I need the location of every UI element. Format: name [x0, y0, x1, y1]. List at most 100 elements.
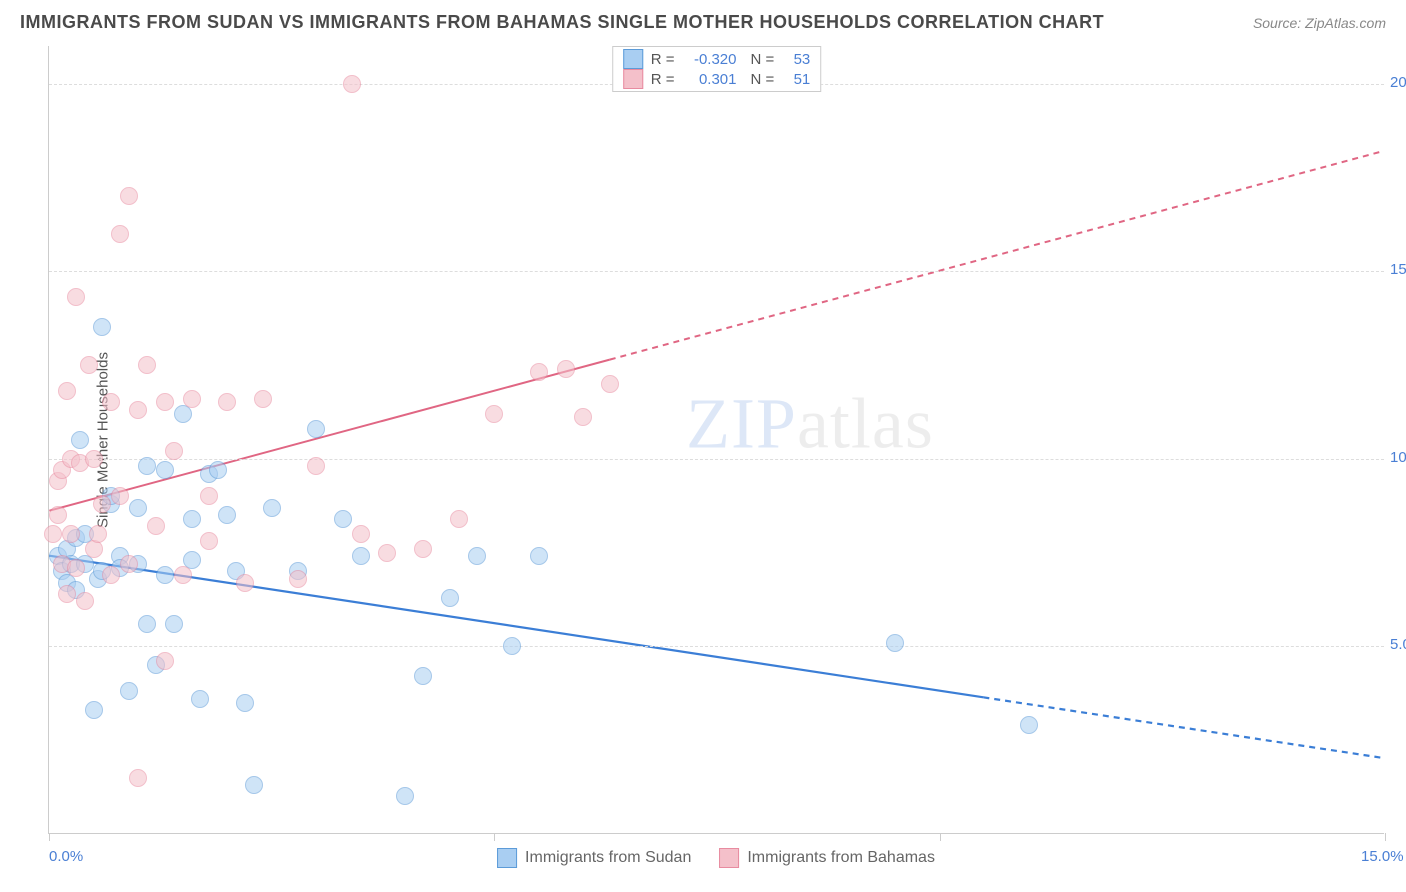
data-point — [200, 487, 218, 505]
data-point — [200, 532, 218, 550]
swatch — [497, 848, 517, 868]
xtick — [49, 833, 50, 841]
watermark: ZIPatlas — [686, 382, 934, 465]
data-point — [503, 637, 521, 655]
ytick-label: 5.0% — [1390, 636, 1406, 653]
gridline — [49, 459, 1384, 460]
data-point — [352, 547, 370, 565]
data-point — [93, 318, 111, 336]
data-point — [129, 499, 147, 517]
swatch — [719, 848, 739, 868]
data-point — [138, 356, 156, 374]
data-point — [183, 510, 201, 528]
chart-container: Single Mother Households ZIPatlas R = -0… — [48, 46, 1384, 834]
data-point — [307, 457, 325, 475]
data-point — [183, 390, 201, 408]
data-point — [62, 525, 80, 543]
data-point — [530, 547, 548, 565]
data-point — [49, 506, 67, 524]
data-point — [120, 682, 138, 700]
data-point — [120, 187, 138, 205]
n-label: N = — [751, 51, 775, 68]
data-point — [156, 566, 174, 584]
data-point — [67, 288, 85, 306]
ytick-label: 10.0% — [1390, 449, 1406, 466]
ytick-label: 20.0% — [1390, 74, 1406, 91]
data-point — [76, 592, 94, 610]
data-point — [93, 495, 111, 513]
gridline — [49, 271, 1384, 272]
data-point — [1020, 716, 1038, 734]
data-point — [343, 75, 361, 93]
data-point — [165, 615, 183, 633]
n-value: 51 — [782, 71, 810, 88]
data-point — [352, 525, 370, 543]
swatch — [623, 69, 643, 89]
r-value: 0.301 — [683, 71, 737, 88]
data-point — [396, 787, 414, 805]
r-label: R = — [651, 51, 675, 68]
data-point — [89, 525, 107, 543]
data-point — [85, 701, 103, 719]
data-point — [80, 356, 98, 374]
data-point — [886, 634, 904, 652]
data-point — [574, 408, 592, 426]
data-point — [441, 589, 459, 607]
data-point — [289, 570, 307, 588]
data-point — [414, 667, 432, 685]
legend-label: Immigrants from Bahamas — [747, 849, 935, 867]
n-label: N = — [751, 71, 775, 88]
data-point — [209, 461, 227, 479]
data-point — [58, 585, 76, 603]
data-point — [102, 393, 120, 411]
legend-item: Immigrants from Sudan — [497, 848, 691, 868]
correlation-legend: R = -0.320 N = 53 R = 0.301 N = 51 — [612, 46, 822, 92]
data-point — [67, 559, 85, 577]
swatch — [623, 49, 643, 69]
data-point — [138, 615, 156, 633]
data-point — [414, 540, 432, 558]
data-point — [378, 544, 396, 562]
correlation-row: R = 0.301 N = 51 — [623, 69, 811, 89]
gridline — [49, 646, 1384, 647]
data-point — [254, 390, 272, 408]
data-point — [58, 382, 76, 400]
data-point — [111, 225, 129, 243]
xtick — [494, 833, 495, 841]
data-point — [218, 393, 236, 411]
data-point — [174, 566, 192, 584]
data-point — [165, 442, 183, 460]
data-point — [334, 510, 352, 528]
data-point — [191, 690, 209, 708]
trend-lines-svg — [49, 46, 1384, 833]
r-value: -0.320 — [683, 51, 737, 68]
n-value: 53 — [782, 51, 810, 68]
data-point — [557, 360, 575, 378]
legend-label: Immigrants from Sudan — [525, 849, 691, 867]
data-point — [307, 420, 325, 438]
data-point — [263, 499, 281, 517]
data-point — [450, 510, 468, 528]
data-point — [245, 776, 263, 794]
data-point — [129, 401, 147, 419]
plot-area: Single Mother Households ZIPatlas R = -0… — [48, 46, 1384, 834]
source-label: Source: ZipAtlas.com — [1253, 15, 1386, 31]
data-point — [71, 431, 89, 449]
data-point — [138, 457, 156, 475]
data-point — [601, 375, 619, 393]
data-point — [120, 555, 138, 573]
data-point — [111, 487, 129, 505]
data-point — [147, 517, 165, 535]
data-point — [530, 363, 548, 381]
xtick-label: 0.0% — [49, 848, 83, 865]
series-legend: Immigrants from Sudan Immigrants from Ba… — [497, 848, 935, 868]
data-point — [102, 566, 120, 584]
data-point — [236, 694, 254, 712]
ytick-label: 15.0% — [1390, 261, 1406, 278]
data-point — [485, 405, 503, 423]
data-point — [218, 506, 236, 524]
xtick — [940, 833, 941, 841]
r-label: R = — [651, 71, 675, 88]
xtick-label: 15.0% — [1361, 848, 1404, 865]
chart-title: IMMIGRANTS FROM SUDAN VS IMMIGRANTS FROM… — [20, 12, 1104, 33]
